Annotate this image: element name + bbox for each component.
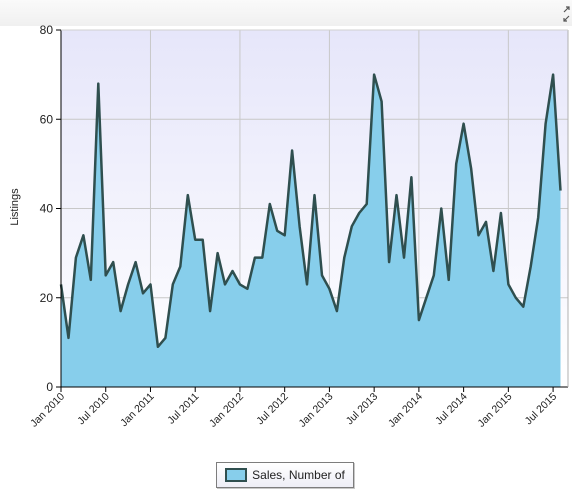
legend: Sales, Number of [216,462,354,488]
chart-toolbar [0,0,572,26]
x-tick-label: Jan 2010 [28,391,67,430]
y-axis-title: Listings [9,188,21,226]
y-tick-label: 0 [46,380,53,394]
x-tick-label: Jan 2014 [386,391,425,430]
x-tick-label: Jul 2010 [75,391,112,428]
y-tick-label: 80 [40,23,54,37]
legend-label: Sales, Number of [252,468,345,482]
x-tick-label: Jul 2015 [523,391,560,428]
y-tick-label: 60 [40,112,54,126]
x-tick-label: Jul 2011 [165,391,201,427]
y-axis-ticks: 0 20 40 60 80 [40,23,61,394]
x-tick-label: Jan 2013 [296,391,335,430]
x-tick-label: Jan 2012 [207,391,246,430]
legend-swatch [225,468,248,482]
x-tick-label: Jan 2011 [118,391,157,430]
x-tick-label: Jan 2015 [475,391,514,430]
x-tick-label: Jul 2014 [433,391,470,428]
y-tick-label: 40 [40,202,54,216]
sales-line [59,73,562,349]
x-tick-label: Jul 2012 [254,391,291,428]
y-tick-label: 20 [40,291,54,305]
expand-arrows-icon[interactable] [562,5,571,23]
x-tick-label: Jul 2013 [344,391,381,428]
x-axis-ticks: Jan 2010 Jul 2010 Jan 2011 Jul 2011 Jan 2012… [28,387,559,430]
sales-area [61,74,561,387]
